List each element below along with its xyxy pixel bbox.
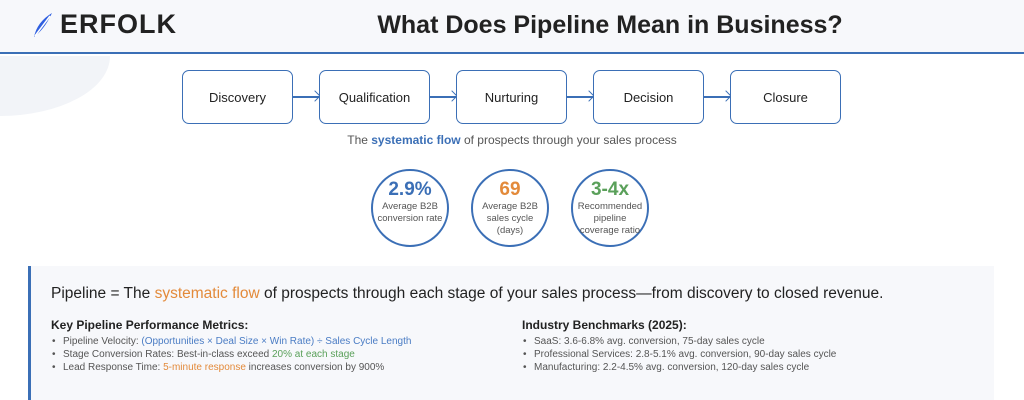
caption-text: The — [347, 133, 372, 147]
arrow-icon — [704, 96, 730, 98]
pipeline-definition: Pipeline = The systematic flow of prospe… — [51, 285, 981, 303]
stat-label: Average B2B conversion rate — [377, 201, 443, 224]
stat-label: Average B2B sales cycle (days) — [482, 201, 538, 236]
metric-text: Stage Conversion Rates: Best-in-class ex… — [63, 349, 272, 360]
metric-item: Pipeline Velocity: (Opportunities × Deal… — [51, 335, 501, 348]
benchmark-item: Manufacturing: 2.2-4.5% avg. conversion,… — [522, 361, 972, 374]
metric-item: Stage Conversion Rates: Best-in-class ex… — [51, 348, 501, 361]
metric-text: Lead Response Time: — [63, 362, 164, 373]
metrics-section: Key Pipeline Performance Metrics: Pipeli… — [51, 318, 501, 374]
logo[interactable]: ERFOLK — [32, 9, 177, 40]
pipeline-flow: Discovery Qualification Nurturing Decisi… — [182, 70, 842, 124]
benchmarks-heading: Industry Benchmarks (2025): — [522, 318, 687, 332]
metric-highlight: 20% at each stage — [272, 349, 355, 360]
stage-qualification: Qualification — [319, 70, 430, 124]
definition-text: Pipeline = The — [51, 285, 155, 302]
header: ERFOLK What Does Pipeline Mean in Busine… — [0, 0, 1024, 54]
background-decoration — [0, 56, 110, 116]
flow-caption: The systematic flow of prospects through… — [0, 133, 1024, 147]
stat-value: 3-4x — [590, 179, 630, 200]
arrow-icon — [293, 96, 319, 98]
benchmark-item: SaaS: 3.6-6.8% avg. conversion, 75-day s… — [522, 335, 972, 348]
definition-panel: Pipeline = The systematic flow of prospe… — [28, 266, 994, 400]
stat-conversion-rate: 2.9% Average B2B conversion rate — [371, 169, 449, 247]
stage-decision: Decision — [593, 70, 704, 124]
benchmarks-section: Industry Benchmarks (2025): SaaS: 3.6-6.… — [522, 318, 972, 374]
caption-highlight: systematic flow — [371, 133, 461, 147]
arrow-icon — [430, 96, 456, 98]
stat-value: 69 — [499, 179, 521, 200]
feather-logo-icon — [34, 12, 52, 37]
logo-text: ERFOLK — [60, 9, 177, 39]
page-title: What Does Pipeline Mean in Business? — [377, 11, 843, 39]
stat-coverage-ratio: 3-4x Recommended pipeline coverage ratio — [571, 169, 649, 247]
metric-text: increases conversion by 900% — [245, 362, 385, 373]
stat-value: 2.9% — [388, 179, 432, 200]
metric-highlight: 5-minute response — [163, 362, 246, 373]
definition-text: of prospects through each stage of your … — [259, 285, 884, 302]
stage-closure: Closure — [730, 70, 841, 124]
caption-text: of prospects through your sales process — [460, 133, 677, 147]
metric-item: Lead Response Time: 5-minute response in… — [51, 361, 501, 374]
stat-sales-cycle: 69 Average B2B sales cycle (days) — [471, 169, 549, 247]
metrics-heading: Key Pipeline Performance Metrics: — [51, 318, 249, 332]
stage-discovery: Discovery — [182, 70, 293, 124]
arrow-icon — [567, 96, 593, 98]
metric-highlight: (Opportunities × Deal Size × Win Rate) ÷… — [141, 336, 412, 347]
benchmark-item: Professional Services: 2.8-5.1% avg. con… — [522, 348, 972, 361]
stage-nurturing: Nurturing — [456, 70, 567, 124]
definition-highlight: systematic flow — [154, 285, 260, 302]
metric-text: Pipeline Velocity: — [63, 336, 142, 347]
stat-label: Recommended pipeline coverage ratio — [577, 201, 643, 236]
